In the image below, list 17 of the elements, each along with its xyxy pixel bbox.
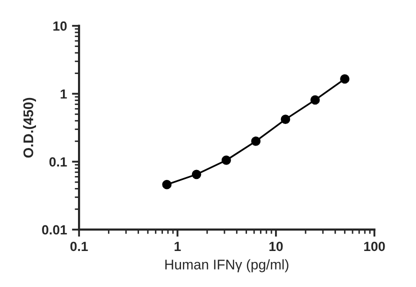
point — [310, 95, 320, 105]
point — [222, 156, 231, 165]
y-axis-title: O.D.(450) — [23, 98, 36, 158]
x-tick-label: 100 — [364, 242, 385, 252]
point — [162, 180, 172, 190]
y-tick-label: 10 — [53, 21, 67, 31]
point — [251, 136, 261, 146]
y-tick-label: 1 — [60, 89, 67, 99]
x-tick-label: 0.1 — [70, 242, 88, 252]
point — [340, 74, 350, 84]
y-tick-label: 0.1 — [49, 157, 67, 167]
y-tick-label: 0.01 — [42, 225, 67, 235]
point — [280, 114, 290, 124]
x-tick-label: 1 — [174, 242, 181, 251]
x-axis-title: Human IFNγ (pg/ml) — [165, 259, 288, 272]
x-tick-label: 10 — [269, 242, 283, 252]
point — [192, 170, 202, 180]
